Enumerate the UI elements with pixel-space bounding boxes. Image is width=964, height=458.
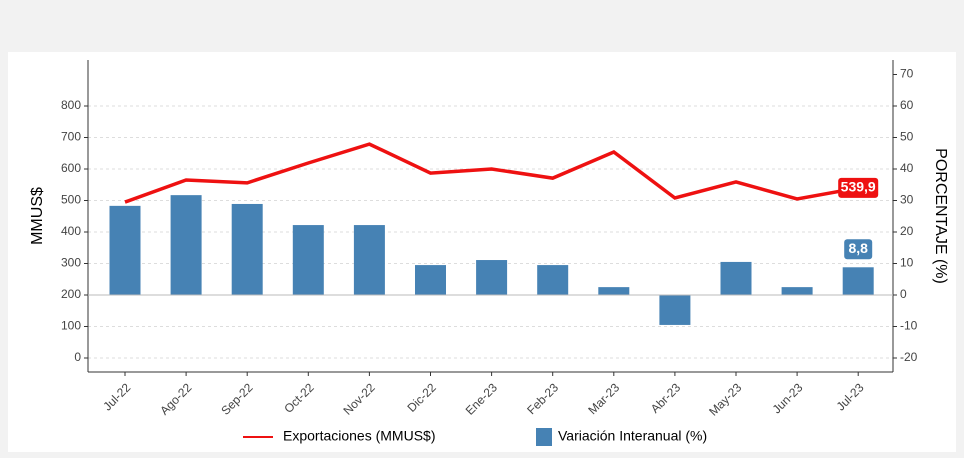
bar (842, 267, 874, 296)
y-tick-label: 700 (61, 130, 81, 144)
value-label: 8,8 (848, 240, 868, 256)
value-label: 539,9 (841, 179, 876, 195)
y2-tick-label: -10 (900, 319, 918, 333)
bar (781, 287, 813, 296)
y2-tick-label: 40 (900, 161, 914, 175)
bar (353, 225, 385, 296)
y-tick-label: 100 (61, 319, 81, 333)
bar (231, 203, 263, 296)
bar (170, 195, 202, 296)
y2-tick-label: 10 (900, 256, 914, 270)
y-tick-label: 600 (61, 161, 81, 175)
bar (476, 260, 508, 296)
y-tick-label: 300 (61, 256, 81, 270)
value-label-box (838, 177, 879, 198)
y-tick-label: 0 (74, 350, 81, 364)
y2-tick-label: 50 (900, 130, 914, 144)
y-tick-label: 800 (61, 98, 81, 112)
bar (415, 265, 446, 296)
bar (720, 261, 752, 296)
legend-label: Exportaciones (MMUS$) (283, 428, 436, 444)
y2-tick-label: 20 (900, 224, 914, 238)
y2-axis-title: PORCENTAJE (%) (932, 148, 949, 284)
bar (598, 287, 630, 296)
panel (8, 52, 956, 452)
bar (292, 225, 324, 296)
bar (659, 295, 691, 325)
y2-tick-label: 60 (900, 98, 914, 112)
y-tick-label: 500 (61, 193, 81, 207)
y2-tick-label: 70 (900, 67, 914, 81)
y2-tick-label: 0 (900, 287, 907, 301)
legend-label: Variación Interanual (%) (558, 428, 707, 444)
value-label-box (844, 239, 873, 260)
y-axis-title: MMUS$ (29, 187, 46, 245)
line (124, 142, 859, 204)
y-tick-label: 400 (61, 224, 81, 238)
y2-tick-label: 30 (900, 193, 914, 207)
bar (537, 265, 569, 296)
bar (109, 205, 141, 296)
legend-swatch (536, 428, 552, 446)
y2-tick-label: -20 (900, 350, 918, 364)
y-tick-label: 200 (61, 287, 81, 301)
